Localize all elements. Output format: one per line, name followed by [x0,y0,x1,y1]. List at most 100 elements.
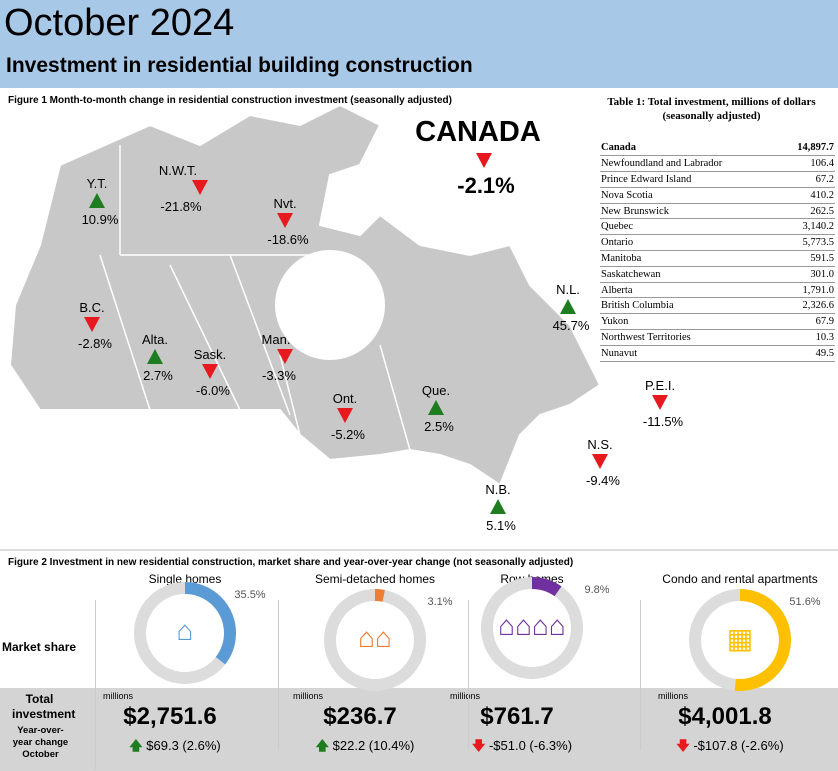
canada-label: CANADA [415,116,541,148]
region-value: 2.7% [143,368,173,383]
region-label: N.W.T. [158,163,198,178]
segment-title: Condo and rental apartments [662,572,818,586]
region-value: -6.0% [196,383,230,398]
down-triangle-icon [277,213,293,228]
investment-value: 3,140.2 [778,218,835,236]
region-value: -2.8% [78,336,112,351]
table1-title: Table 1: Total investment, millions of d… [607,96,816,122]
province-name: Newfoundland and Labrador [600,155,779,173]
units-label: millions [658,691,689,701]
province-name: Manitoba [600,250,779,267]
region-value: 45.7% [552,318,590,333]
region-label: N.B. [485,482,511,497]
up-triangle-icon [89,193,105,208]
yoy-change: 🡇 -$107.8 (-2.6%) [676,738,784,753]
region-label: Nvt. [273,196,297,211]
region-label: Que. [421,383,451,398]
down-triangle-icon [652,395,668,410]
region-label: Ont. [332,391,358,406]
province-name: Prince Edward Island [600,171,779,188]
page-title: October 2024 [4,2,235,44]
region-value: -18.6% [267,232,309,247]
region-value: -21.8% [160,199,202,214]
investment-value: 106.4 [778,155,835,173]
down-triangle-icon [337,408,353,423]
investment-value: 14,897.7 [778,140,835,157]
table-row: Northwest Territories 10.3 [600,329,835,346]
region-value: -9.4% [586,473,620,488]
apartment-icon: ▦ [726,623,754,654]
investment-value: 591.5 [778,250,835,267]
region-label: Man. [261,332,291,347]
donut-slice [134,582,236,684]
row-homes-icon: ⌂⌂⌂⌂ [498,610,566,641]
table-row: Nunavut 49.5 [600,345,835,362]
region-value: -3.3% [262,368,296,383]
header-banner [0,0,838,88]
figure1-caption: Figure 1 Month-to-month change in reside… [8,95,452,106]
investment-value: 262.5 [778,203,835,220]
up-triangle-icon [428,400,444,415]
donut-chart [134,582,236,684]
totals-band [0,688,838,771]
house-icon: ⌂ [176,615,194,646]
investment-value: 67.9 [778,313,835,331]
down-triangle-icon [84,317,100,332]
down-triangle-icon [202,364,218,379]
province-borders [99,145,411,451]
region-label: Y.T. [86,176,108,191]
region-label: N.L. [556,282,580,297]
down-triangle-icon [476,153,492,168]
up-triangle-icon [147,349,163,364]
canada-value: -2.1% [457,173,515,198]
up-triangle-icon [490,499,506,514]
region-label: P.E.I. [644,378,676,393]
figure2-caption: Figure 2 Investment in new residential c… [8,557,574,568]
province-name: Canada [600,140,779,157]
divider [278,600,279,750]
table-row: New Brunswick 262.5 [600,203,835,220]
table-row: Manitoba 591.5 [600,250,835,267]
investment-value: 67.2 [778,171,835,188]
total-value: $2,751.6 [123,703,217,730]
semi-detached-icon: ⌂⌂ [358,622,392,653]
donut-chart [689,589,791,691]
province-name: Saskatchewan [600,266,779,283]
province-name: Nova Scotia [600,187,779,204]
arrow-up-icon: 🡅 [315,738,330,753]
region-value: 5.1% [486,518,516,533]
donut-chart [481,577,583,679]
province-name: Yukon [600,313,779,331]
share-label: 51.6% [789,596,821,608]
region-label: N.S. [587,437,613,452]
investment-value: 410.2 [778,187,835,204]
table-row: Canada 14,897.7 [600,140,835,157]
region-label: B.C. [79,300,105,315]
down-triangle-icon [277,349,293,364]
table-row: Alberta 1,791.0 [600,282,835,299]
donut-slice [689,589,791,691]
table-row: Ontario 5,773.5 [600,234,835,252]
divider [640,600,641,750]
table-row: Prince Edward Island 67.2 [600,171,835,188]
total-value: $761.7 [480,703,554,730]
units-label: millions [103,691,134,701]
investment-value: 5,773.5 [778,234,835,252]
donut-chart [324,589,426,691]
total-investment-label: Total investment [12,692,76,721]
segment-title: Semi-detached homes [314,572,436,586]
canada-map [8,105,600,487]
province-name: Ontario [600,234,779,252]
region-value: 2.5% [424,419,454,434]
investment-value: 2,326.6 [778,297,835,315]
total-value: $4,001.8 [678,703,772,730]
table-row: Newfoundland and Labrador 106.4 [600,155,835,173]
divider [95,600,96,770]
down-triangle-icon [192,180,208,195]
region-value: 10.9% [81,212,119,227]
segment-title: Single homes [148,572,222,586]
down-triangle-icon [592,454,608,469]
table-row: Saskatchewan 301.0 [600,266,835,283]
table-row: Yukon 67.9 [600,313,835,331]
province-name: Nunavut [600,345,779,362]
